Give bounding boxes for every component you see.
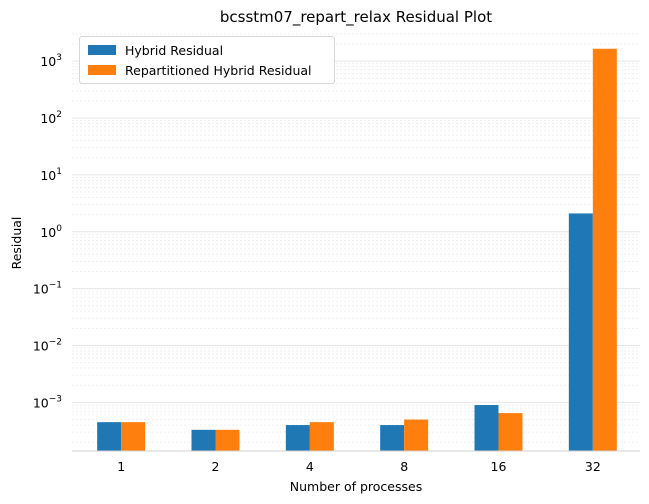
y-tick-labels: 10−3 10−2 10−1 100 101 102 103 [33,53,62,410]
legend-item-repartitioned: Repartitioned Hybrid Residual [88,61,312,79]
y-tick-label: 101 [40,167,62,183]
y-tick-label: 10−2 [33,338,62,354]
legend-swatch-repartitioned [88,65,116,75]
bar-hybrid-16 [474,405,499,451]
bar-repartitioned-4 [309,422,334,451]
x-tick-label: 2 [212,459,220,474]
y-tick-label: 100 [40,224,62,240]
x-tick-label: 4 [306,459,314,474]
y-tick-label: 10−3 [33,394,62,410]
bar-hybrid-1 [97,422,122,451]
y-tick-label: 102 [40,110,62,126]
legend-label-repartitioned: Repartitioned Hybrid Residual [125,62,312,78]
chart-title: bcsstm07_repart_relax Residual Plot [220,8,492,27]
y-tick-label: 103 [40,53,62,69]
x-tick-label: 16 [491,459,507,474]
legend-swatch-hybrid [88,45,116,55]
bar-repartitioned-16 [498,413,523,451]
y-axis-label: Residual [9,217,24,270]
bar-hybrid-4 [285,425,310,451]
x-tick-label: 32 [585,459,601,474]
x-axis-label: Number of processes [290,479,422,494]
bar-repartitioned-32 [592,48,617,451]
bar-hybrid-8 [380,425,405,451]
legend-item-hybrid: Hybrid Residual [88,41,223,59]
x-tick-label: 8 [400,459,408,474]
gridlines [72,33,640,443]
x-tick-labels: 1 2 4 8 16 32 [117,459,601,474]
legend: Hybrid Residual Repartitioned Hybrid Res… [79,36,335,84]
bar-repartitioned-2 [215,429,240,451]
x-tick-label: 1 [117,459,125,474]
y-tick-label: 10−1 [33,281,62,297]
bars [97,48,617,451]
bar-hybrid-32 [568,213,593,451]
bar-repartitioned-8 [404,419,429,451]
bar-hybrid-2 [191,429,216,451]
bar-repartitioned-1 [121,422,146,451]
legend-label-hybrid: Hybrid Residual [125,42,224,58]
